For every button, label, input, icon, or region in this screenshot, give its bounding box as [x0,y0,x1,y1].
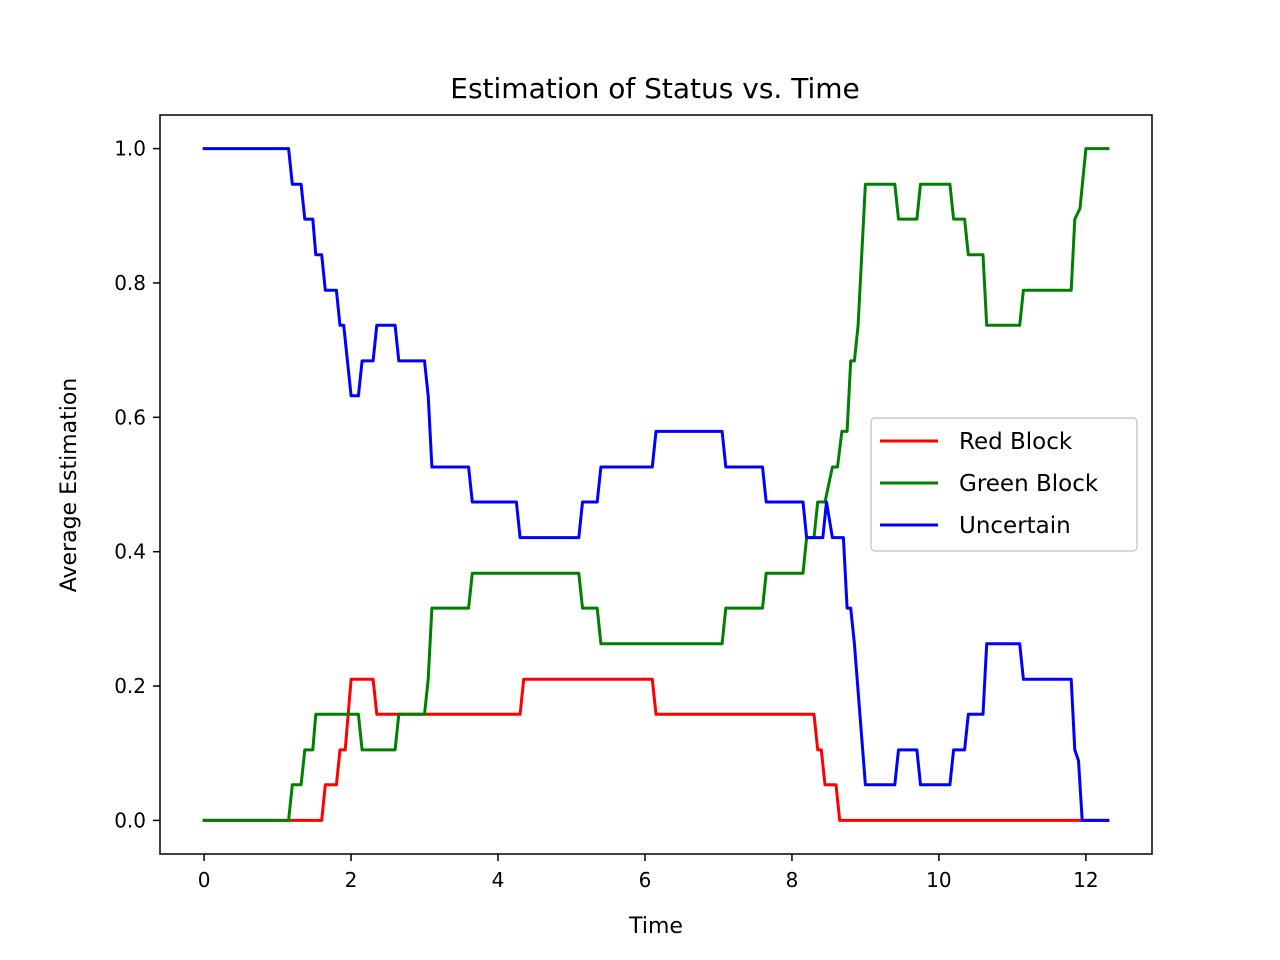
y-axis: 0.0 0.2 0.4 0.6 0.8 1.0 [114,137,160,832]
x-axis-label: Time [628,914,683,939]
legend-label-green-block: Green Block [959,471,1099,497]
series-line-uncertain [202,147,1110,822]
x-axis: 0 2 4 6 8 10 12 [198,854,1099,892]
chart-title: Estimation of Status vs. Time [450,72,860,105]
y-axis-label: Average Estimation [57,378,82,593]
x-tick-label: 8 [786,868,799,892]
y-tick-label: 0.0 [114,808,146,832]
x-tick-label: 4 [492,868,505,892]
series-line-green-block [202,147,1110,822]
legend-entries: Red Block Green Block Uncertain [880,429,1099,539]
legend-label-uncertain: Uncertain [959,513,1071,539]
y-tick-label: 1.0 [114,137,146,161]
x-tick-label: 2 [345,868,358,892]
x-tick-label: 6 [639,868,652,892]
legend-label-red-block: Red Block [959,429,1073,455]
plot-frame [159,114,1153,855]
series-line-red-block [202,677,1110,822]
x-tick-label: 0 [198,868,211,892]
y-tick-label: 0.6 [114,405,146,429]
y-tick-label: 0.8 [114,271,146,295]
x-tick-label: 10 [926,868,951,892]
legend: Red Block Green Block Uncertain [870,417,1138,552]
series-layer [202,147,1110,822]
x-tick-label: 12 [1073,868,1098,892]
y-tick-label: 0.2 [114,674,146,698]
legend-box [870,417,1138,552]
y-tick-label: 0.4 [114,540,146,564]
